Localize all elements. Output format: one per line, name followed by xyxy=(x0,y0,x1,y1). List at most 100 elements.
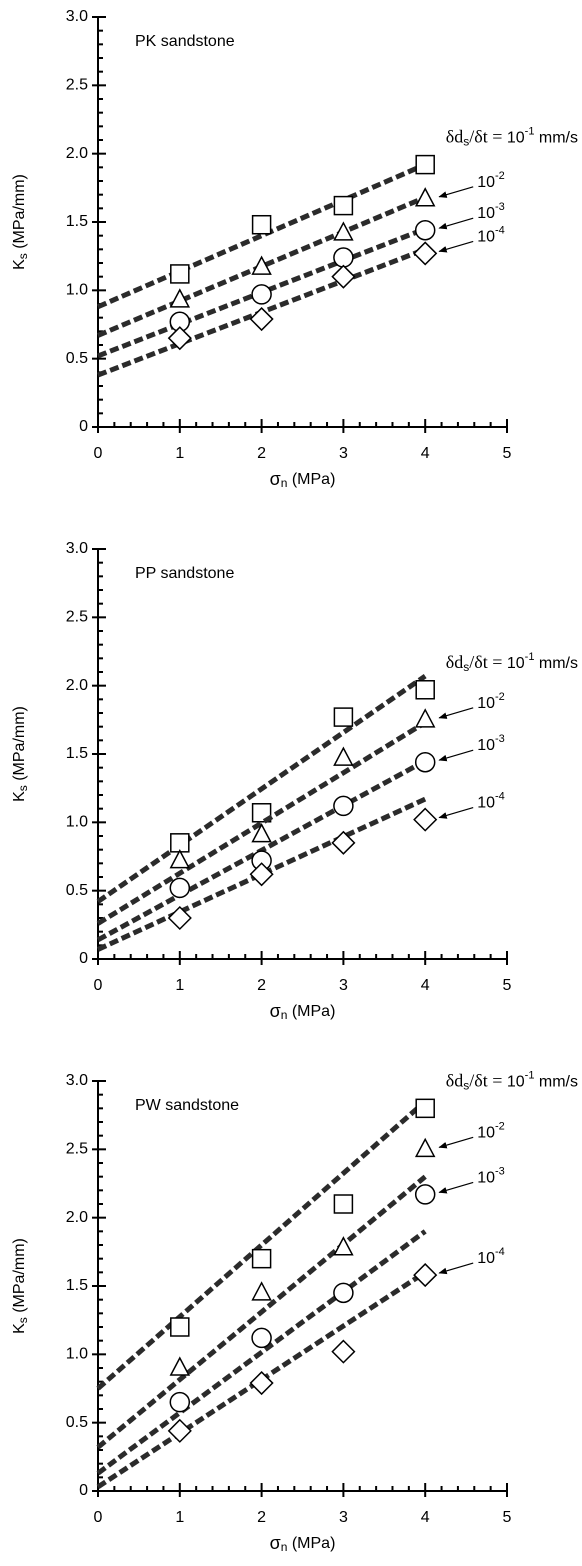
y-tick-label: 2.0 xyxy=(66,145,88,162)
text-part: -3 xyxy=(495,201,505,213)
x-tick-label: 0 xyxy=(94,445,103,462)
marker-triangle xyxy=(169,1356,191,1376)
marker-diamond xyxy=(331,830,356,855)
text-part: K xyxy=(11,1323,28,1334)
marker-circle xyxy=(169,877,191,899)
marker-diamond xyxy=(331,264,356,289)
x-tick-label: 0 xyxy=(94,1509,103,1526)
marker-triangle xyxy=(169,848,191,869)
marker-diamond xyxy=(167,905,192,931)
marker-circle xyxy=(333,247,354,268)
text-part: n xyxy=(281,1540,288,1554)
series-label: δds/δt = 10-1 mm/s xyxy=(446,126,578,149)
marker-square xyxy=(251,214,272,235)
x-tick-label: 1 xyxy=(175,1509,184,1526)
x-tick-label: 4 xyxy=(421,977,430,994)
text-part: 10 xyxy=(507,1074,525,1091)
text-part: n xyxy=(281,476,288,490)
y-axis-label: Ks (MPa/mm) xyxy=(11,1238,30,1334)
text-part: 10 xyxy=(477,229,495,246)
label-arrow xyxy=(438,1181,474,1194)
series-label: 10-3 xyxy=(477,201,505,222)
marker-diamond xyxy=(413,1263,438,1288)
y-tick-label: 3.0 xyxy=(66,540,88,557)
text-part: s xyxy=(16,253,30,259)
series-label: 10-4 xyxy=(477,791,505,812)
marker-circle xyxy=(333,795,354,817)
marker-diamond xyxy=(331,1339,356,1364)
y-tick-label: 2.5 xyxy=(66,77,88,94)
text-part: 10 xyxy=(507,655,525,672)
text-part: 10 xyxy=(477,1125,495,1142)
text-part: -1 xyxy=(525,651,535,663)
text-part: /δt = xyxy=(469,652,507,672)
y-tick-label: 1.0 xyxy=(66,814,88,831)
text-part: s xyxy=(16,1317,30,1323)
text-part: -2 xyxy=(495,170,505,182)
text-part: δd xyxy=(446,652,463,672)
x-tick-label: 4 xyxy=(421,445,430,462)
fit-line xyxy=(96,1229,427,1476)
label-arrow xyxy=(438,707,474,719)
series-label: 10-4 xyxy=(477,224,505,245)
y-tick-label: 1.5 xyxy=(66,213,88,230)
text-part: σ xyxy=(270,1001,281,1021)
marker-circle xyxy=(251,1327,272,1349)
y-tick-label: 2.5 xyxy=(66,1141,88,1158)
x-tick-label: 3 xyxy=(339,1509,348,1526)
marker-diamond xyxy=(167,326,192,351)
marker-square xyxy=(415,154,435,175)
series-label: δds/δt = 10-1 mm/s xyxy=(446,1069,578,1092)
series-label: 10-3 xyxy=(477,1165,505,1186)
text-part: s xyxy=(463,660,469,674)
y-tick-label: 0.5 xyxy=(66,350,88,367)
marker-diamond xyxy=(413,807,438,832)
marker-circle xyxy=(414,751,436,773)
panel-title: PK sandstone xyxy=(135,33,235,50)
text-part: 10 xyxy=(477,737,495,754)
text-part: /δt = xyxy=(469,1070,507,1090)
text-part: (MPa) xyxy=(287,1003,335,1020)
text-part: -2 xyxy=(495,1120,505,1132)
text-part: 10 xyxy=(477,1170,495,1187)
panel-title: PP sandstone xyxy=(135,565,234,582)
x-tick-label: 2 xyxy=(257,977,266,994)
marker-triangle xyxy=(333,746,354,766)
label-arrow xyxy=(438,240,474,253)
text-part: (MPa/mm) xyxy=(11,1238,28,1317)
text-part: s xyxy=(463,1079,469,1093)
label-arrow xyxy=(438,186,474,198)
text-part: mm/s xyxy=(534,1074,578,1091)
text-part: -4 xyxy=(495,224,505,236)
marker-square xyxy=(415,1098,435,1119)
y-tick-label: 3.0 xyxy=(66,8,88,25)
x-tick-label: 0 xyxy=(94,977,103,994)
series-label: 10-2 xyxy=(477,1120,505,1141)
x-tick-label: 5 xyxy=(503,1509,512,1526)
marker-triangle xyxy=(169,288,191,308)
fit-line xyxy=(96,1174,427,1450)
marker-diamond xyxy=(249,862,274,887)
marker-square xyxy=(170,1317,190,1337)
fit-line xyxy=(96,1099,427,1391)
fit-line xyxy=(96,720,427,926)
text-part: 10 xyxy=(477,695,495,712)
text-part: s xyxy=(463,135,469,149)
text-part: (MPa) xyxy=(287,471,335,488)
y-tick-label: 0.5 xyxy=(66,1414,88,1431)
marker-square xyxy=(415,680,435,700)
x-tick-label: 3 xyxy=(339,445,348,462)
y-tick-label: 3.0 xyxy=(66,1072,88,1089)
text-part: 10 xyxy=(477,205,495,222)
text-part: δd xyxy=(446,127,463,147)
marker-circle xyxy=(333,1282,354,1304)
x-tick-label: 2 xyxy=(257,445,266,462)
series-label: 10-2 xyxy=(477,170,505,191)
text-part: K xyxy=(11,791,28,802)
y-tick-label: 1.5 xyxy=(66,1277,88,1294)
text-part: mm/s xyxy=(534,130,578,147)
marker-circle xyxy=(414,1184,436,1205)
marker-circle xyxy=(169,1391,191,1413)
